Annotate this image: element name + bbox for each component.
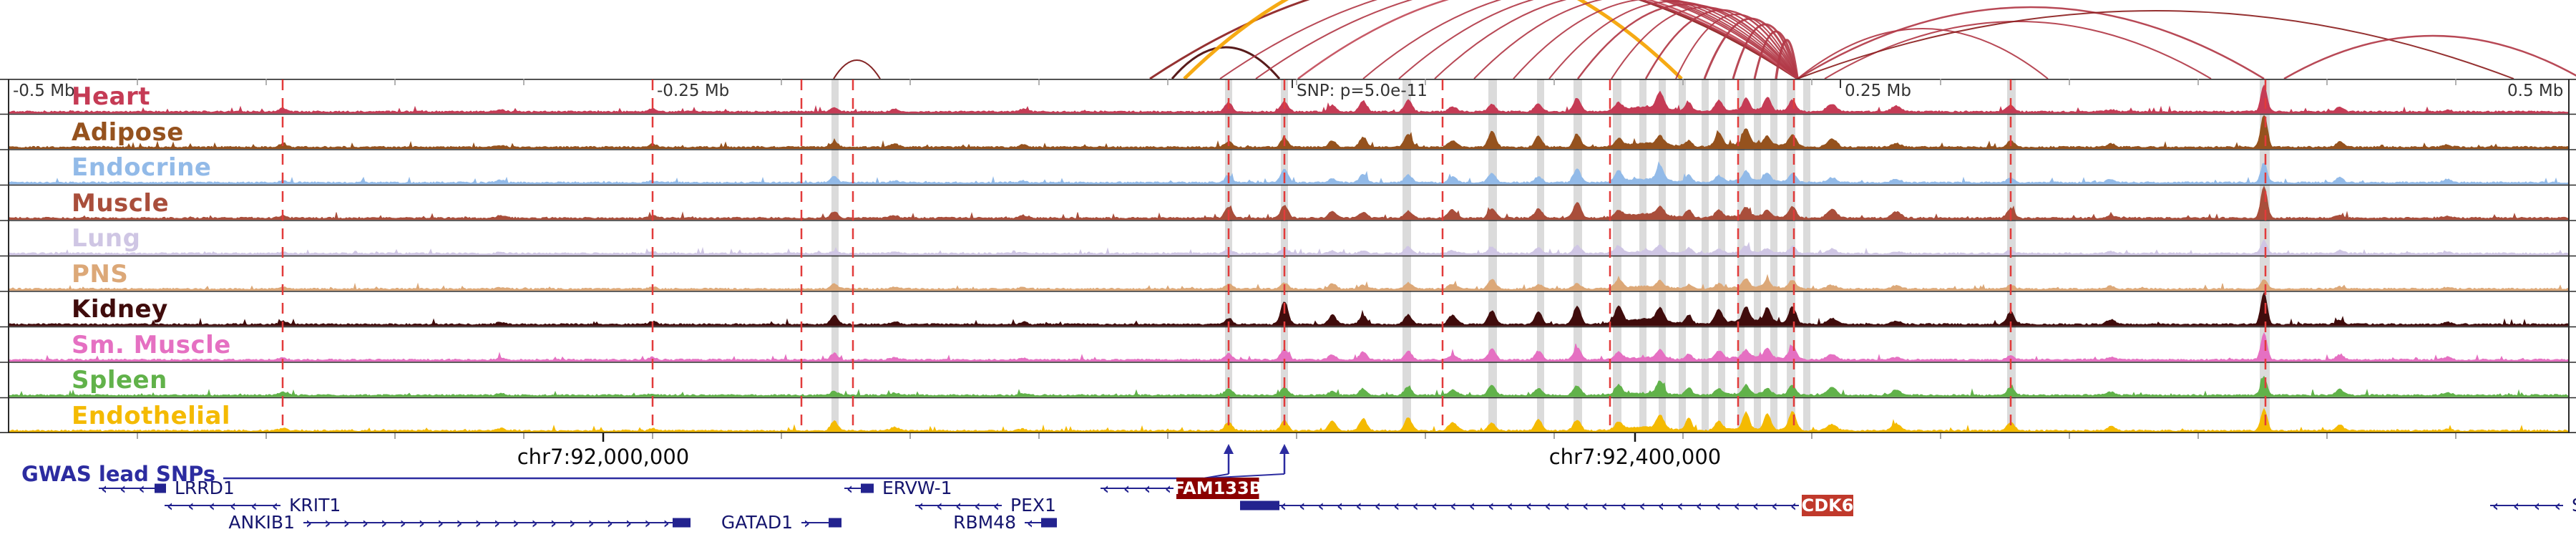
ruler-label: 0.25 Mb (1845, 82, 1911, 100)
interaction-arc (1753, 30, 1799, 79)
interaction-arc (1171, 46, 1281, 79)
track-label-endothelial: Endothelial (72, 401, 231, 430)
track-label-endocrine: Endocrine (72, 153, 212, 182)
signal-adipose (8, 115, 2570, 149)
interaction-arc (1255, 0, 1798, 79)
signal-endocrine (8, 161, 2570, 185)
ruler-label: 0.5 Mb (2507, 82, 2564, 100)
interaction-arc (1398, 0, 1798, 79)
signal-heart (8, 84, 2570, 114)
ruler-label: SNP: p=5.0e-11 (1297, 82, 1428, 100)
signal-spleen (8, 375, 2570, 397)
gene-exon-block (155, 483, 166, 493)
gene-direction-arrows: ››››››››››››››››››››› (306, 515, 688, 533)
gene-fam133b: ‹‹‹‹ FAM133B (1101, 478, 1262, 499)
interaction-arc (833, 59, 881, 79)
gene-ervw-1: ‹‹ERVW-1 (844, 478, 952, 498)
interaction-arc (1797, 10, 2514, 79)
interaction-arc (1797, 28, 2049, 79)
gene-exon-block (1041, 518, 1057, 528)
interaction-arc (1473, 0, 1798, 79)
signal-muscle (8, 185, 2570, 220)
gene-label-highlight (1176, 478, 1259, 499)
interaction-arc (1732, 23, 1799, 79)
interaction-arc (1219, 0, 1798, 79)
gwas-snp-arrow (1279, 444, 1289, 454)
signal-lung (8, 238, 2570, 256)
gene-label-highlight (1802, 495, 1853, 516)
interaction-arcs-panel (833, 0, 2576, 79)
gene-exon-block (861, 483, 874, 493)
interaction-arc (1644, 9, 1799, 79)
gene-label: ERVW-1 (882, 478, 952, 498)
gene-exon-block (1240, 500, 1279, 511)
interaction-arc (1297, 0, 1798, 79)
signal-kidney (8, 291, 2570, 326)
track-label-muscle: Muscle (72, 188, 170, 218)
gwas-snp-arrow (1224, 444, 1234, 454)
interaction-arc (1611, 6, 1798, 79)
interaction-arc (1548, 1, 1798, 79)
track-label-heart: Heart (72, 82, 150, 111)
interaction-arc (1183, 0, 1683, 79)
track-label-spleen: Spleen (72, 366, 167, 395)
gene-exon-block (673, 518, 691, 528)
signal-tracks-panel (0, 79, 2576, 433)
track-label-adipose: Adipose (72, 117, 184, 147)
interaction-arc (1513, 0, 1798, 79)
track-label-sm-muscle: Sm. Muscle (72, 330, 231, 359)
gene-direction-arrows: ‹‹‹‹ (1103, 480, 1171, 498)
gene-samd9: ‹‹‹‹ SAMD9 (2490, 495, 2576, 516)
track-label-kidney: Kidney (72, 295, 168, 324)
ruler-label: -0.25 Mb (657, 82, 730, 100)
gene-label: PEX1 (1010, 495, 1056, 516)
ruler-label: -0.5 Mb (13, 82, 75, 100)
gene-label: FAM133B (1174, 478, 1263, 498)
interaction-arc (1576, 3, 1799, 79)
gene-label: SAMD9 (2572, 495, 2576, 516)
interaction-arc (1775, 39, 1799, 79)
track-label-lung: Lung (72, 224, 141, 253)
gene-direction-arrows: ‹‹‹‹ (2492, 498, 2561, 516)
gene-exon-block (829, 518, 841, 528)
gene-label: CDK6 (1802, 495, 1854, 516)
genomic-coordinate-label: chr7:92,400,000 (1548, 445, 1722, 469)
gene-cdk6: ‹‹‹‹‹‹‹‹‹‹‹‹‹‹‹‹‹‹‹‹‹‹‹‹‹‹‹‹‹‹ CDK6 (1240, 495, 1853, 516)
gene-label: ANKIB1 (228, 512, 295, 533)
interaction-arc (1797, 6, 2265, 79)
gene-label: RBM48 (953, 512, 1016, 533)
interaction-arc (1434, 0, 1798, 79)
gene-label: KRIT1 (289, 495, 341, 516)
interaction-arc (1703, 17, 1799, 79)
gene-direction-arrows: ‹‹‹‹‹‹‹‹‹‹‹‹‹‹‹‹‹‹‹‹‹‹‹‹‹‹‹‹‹‹ (1242, 498, 1797, 516)
gwas-lead-snps-label: GWAS lead SNPs (21, 462, 216, 486)
interaction-arc (1362, 0, 1798, 79)
track-label-pns: PNS (72, 259, 129, 289)
gene-gatad1: ››GATAD1 (721, 512, 841, 533)
genomic-coordinate-label: chr7:92,000,000 (517, 445, 690, 469)
gene-label: LRRD1 (175, 478, 235, 498)
signal-sm-muscle (8, 332, 2570, 362)
signal-pns (8, 274, 2570, 291)
interaction-arc (2283, 34, 2576, 79)
gene-label: GATAD1 (721, 512, 793, 533)
signal-endothelial (8, 407, 2570, 432)
